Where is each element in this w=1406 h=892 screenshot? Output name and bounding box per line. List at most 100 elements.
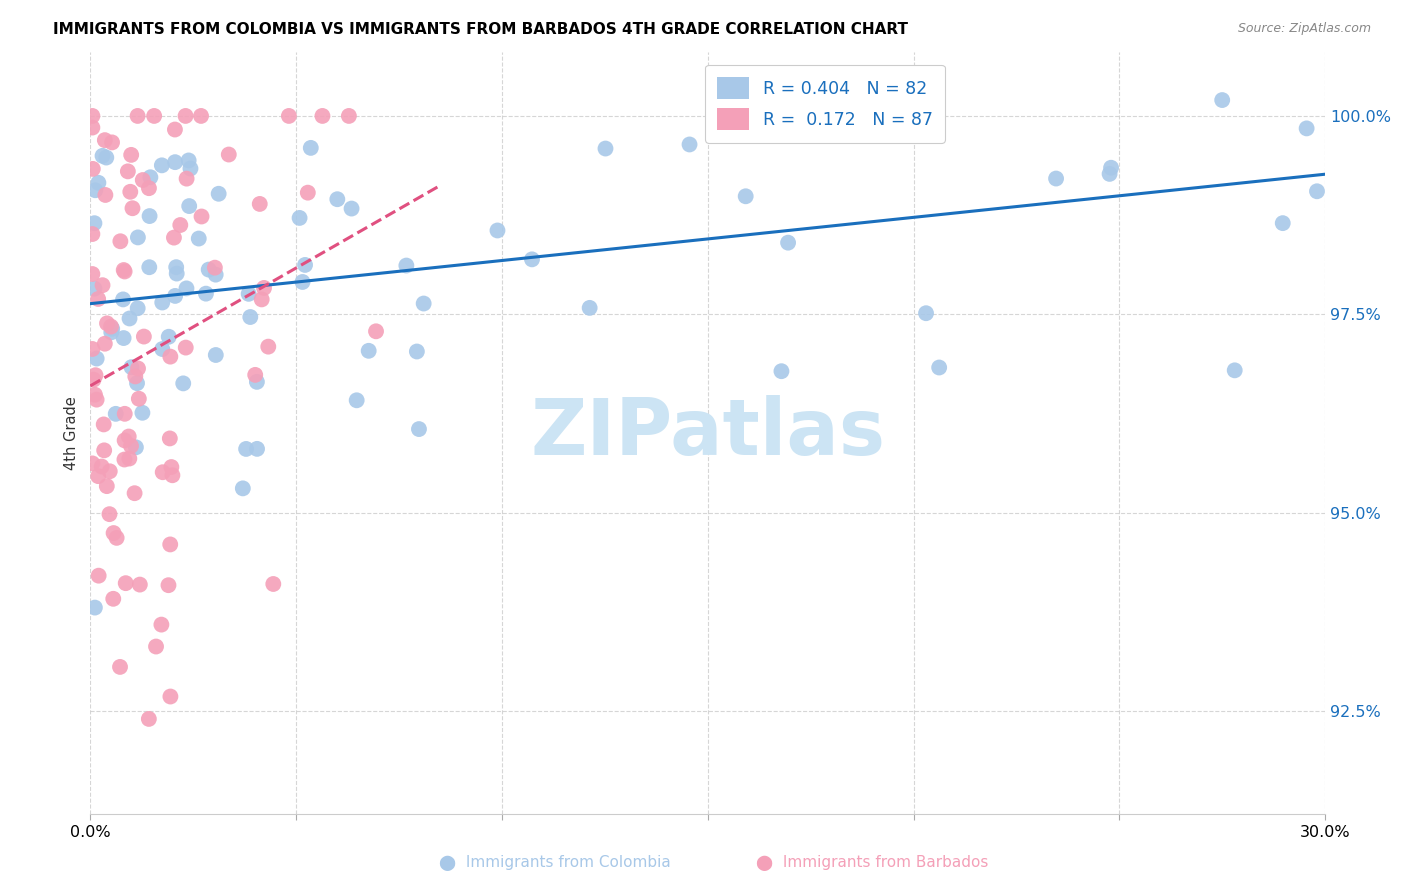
Point [770,364,793,378]
Point [174,109,197,123]
Point [103,526,125,541]
Point [93,443,115,458]
Point [127,361,149,376]
Point [139,170,162,185]
Point [96,316,118,330]
Point [87,568,110,582]
Point [297,186,319,200]
Point [125,440,148,454]
Point [152,465,174,479]
Point [83,600,105,615]
Point [131,406,153,420]
Point [194,286,217,301]
Point [174,341,197,355]
Point [82,120,104,135]
Point [595,142,617,156]
Point [94,188,117,202]
Point [121,360,143,375]
Point [120,439,142,453]
Point [159,537,181,551]
Point [346,393,368,408]
Point [163,230,186,244]
Point [299,141,322,155]
Point [257,340,280,354]
Point [277,109,299,123]
Point [176,281,198,295]
Point [138,209,160,223]
Point [114,407,136,421]
Point [128,577,150,591]
Point [112,263,135,277]
Point [83,373,105,387]
Point [165,155,187,169]
Point [162,468,184,483]
Point [246,375,269,389]
Point [176,171,198,186]
Point [84,368,107,383]
Point [165,289,187,303]
Point [98,464,121,478]
Point [96,479,118,493]
Point [82,457,104,471]
Text: IMMIGRANTS FROM COLOMBIA VS IMMIGRANTS FROM BARBADOS 4TH GRADE CORRELATION CHART: IMMIGRANTS FROM COLOMBIA VS IMMIGRANTS F… [53,22,908,37]
Point [110,234,132,248]
Point [412,296,434,310]
Text: Source: ZipAtlas.com: Source: ZipAtlas.com [1237,22,1371,36]
Point [749,93,772,107]
Legend: R = 0.404   N = 82, R =  0.172   N = 87: R = 0.404 N = 82, R = 0.172 N = 87 [706,65,945,143]
Point [232,481,254,495]
Point [1099,161,1122,175]
Point [239,310,262,324]
Point [163,122,186,136]
Point [218,147,240,161]
Point [86,351,108,366]
Point [405,344,427,359]
Point [197,262,219,277]
Point [486,223,509,237]
Point [150,295,173,310]
Point [145,640,167,654]
Point [159,350,181,364]
Point [395,259,418,273]
Point [100,326,122,340]
Point [678,137,700,152]
Point [117,164,139,178]
Point [83,216,105,230]
Point [169,218,191,232]
Point [127,230,149,244]
Point [104,407,127,421]
Point [1306,184,1329,198]
Point [166,267,188,281]
Point [82,342,104,356]
Y-axis label: 4th Grade: 4th Grade [65,396,79,470]
Point [714,93,737,107]
Point [160,460,183,475]
Point [128,392,150,406]
Point [340,202,363,216]
Point [291,275,314,289]
Point [245,368,267,382]
Point [159,690,181,704]
Point [101,322,124,336]
Point [120,148,142,162]
Point [190,109,212,123]
Point [103,591,125,606]
Point [125,376,148,391]
Point [172,376,194,391]
Text: ⬤  Immigrants from Barbados: ⬤ Immigrants from Barbados [755,855,988,871]
Point [124,369,146,384]
Point [1098,167,1121,181]
Point [238,286,260,301]
Point [84,388,107,402]
Point [159,432,181,446]
Point [1295,121,1317,136]
Point [157,578,180,592]
Point [177,153,200,168]
Point [138,260,160,275]
Point [100,319,122,334]
Point [114,576,136,591]
Point [364,324,387,338]
Point [262,577,284,591]
Point [82,109,104,123]
Point [83,282,105,296]
